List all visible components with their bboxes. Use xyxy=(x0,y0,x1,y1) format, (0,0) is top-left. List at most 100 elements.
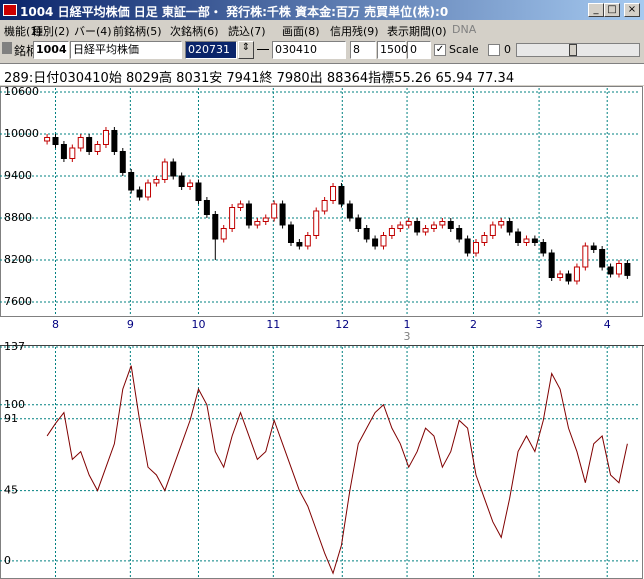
candle-body xyxy=(279,203,286,226)
candle-body xyxy=(220,227,227,240)
x-tick-label: 8 xyxy=(52,318,59,331)
candle-body xyxy=(111,129,118,152)
date-spinner[interactable]: ⇕ xyxy=(238,41,254,59)
minimize-button[interactable]: _ xyxy=(588,3,604,17)
candle-body xyxy=(363,227,370,240)
candle-body xyxy=(422,227,429,233)
to-date-input[interactable]: 030410 xyxy=(272,41,346,59)
candle-body xyxy=(44,136,51,142)
from-date-input[interactable]: 020731 xyxy=(185,41,237,59)
candle-body xyxy=(548,252,555,278)
candle-body xyxy=(346,203,353,219)
slider[interactable] xyxy=(516,43,640,57)
candle-body xyxy=(481,234,488,243)
panel-background xyxy=(0,86,644,579)
candle-body xyxy=(86,136,93,152)
menu-item[interactable]: 種別(2) xyxy=(32,25,70,38)
candle-body xyxy=(506,220,513,233)
x-tick-label: 12 xyxy=(335,318,349,331)
window-title: 1004 日経平均株価 日足 東証一部・ 発行株:千株 資本金:百万 売買単位(… xyxy=(20,5,449,19)
menu-item[interactable]: 前銘柄(5) xyxy=(113,25,162,38)
candle-body xyxy=(388,227,395,236)
candle-body xyxy=(624,262,631,276)
candle-body xyxy=(489,224,496,236)
info-text: 289:日付030410始 8029高 8031安 7941終 7980出 88… xyxy=(4,71,515,86)
code-input[interactable]: 1004 xyxy=(33,41,69,59)
candle-body xyxy=(187,182,194,187)
menu-item[interactable]: 画面(8) xyxy=(282,25,320,38)
y-tick-label: 8200 xyxy=(4,253,32,266)
candle-body xyxy=(405,220,412,226)
menu-item[interactable]: DNA xyxy=(452,23,477,36)
menu-item[interactable]: 表示期間(0) xyxy=(387,25,447,38)
x-tick-label: 10 xyxy=(191,318,205,331)
menu-item[interactable]: 読込(7) xyxy=(228,25,266,38)
slider-thumb[interactable] xyxy=(569,44,577,56)
candle-body xyxy=(203,199,210,215)
x-tick-label: 4 xyxy=(604,318,611,331)
candle-body xyxy=(338,185,345,205)
scale-label: Scale xyxy=(449,43,479,56)
y-tick-label: 10600 xyxy=(4,86,39,98)
field-2[interactable]: 1500 xyxy=(377,41,408,59)
toolbar-icon xyxy=(2,42,12,54)
candle-body xyxy=(229,206,236,229)
candle-body xyxy=(615,262,622,275)
candle-body xyxy=(153,178,160,184)
menu-item[interactable]: 機能(1) xyxy=(4,25,42,38)
candle-body xyxy=(330,185,337,201)
menu-item[interactable]: 次銘柄(6) xyxy=(170,25,219,38)
y-tick-label: 91 xyxy=(4,412,18,425)
candle-body xyxy=(170,161,177,177)
candle-body xyxy=(212,213,219,240)
menu-item[interactable]: 信用残(9) xyxy=(330,25,379,38)
candle-body xyxy=(590,245,597,250)
candle-body xyxy=(161,161,168,180)
candle-body xyxy=(271,203,278,219)
candle-body xyxy=(515,231,522,243)
candle-body xyxy=(52,136,59,145)
candle-body xyxy=(69,147,76,159)
candle-body xyxy=(355,217,362,229)
panel-frame xyxy=(0,86,643,317)
candle-body xyxy=(607,266,614,275)
candle-body xyxy=(565,273,572,282)
field-3[interactable]: 0 xyxy=(407,41,431,59)
candle-body xyxy=(599,248,606,268)
close-button[interactable]: × xyxy=(624,3,640,17)
checkbox-2-label: 0 xyxy=(504,43,511,56)
checkbox-2[interactable] xyxy=(488,44,500,56)
candle-body xyxy=(178,175,185,187)
code-label: 銘柄 xyxy=(14,44,39,58)
candle-body xyxy=(287,224,294,243)
maximize-button[interactable]: □ xyxy=(604,3,620,17)
candle-body xyxy=(195,182,202,201)
candle-body xyxy=(60,143,67,159)
candle-body xyxy=(439,220,446,226)
menu-item[interactable]: バー(4) xyxy=(74,25,112,38)
candle-body xyxy=(321,199,328,212)
year-label: 3 xyxy=(404,330,411,343)
candle-body xyxy=(245,203,252,226)
y-tick-label: 7600 xyxy=(4,295,32,308)
candle-body xyxy=(237,203,244,208)
candle-body xyxy=(102,129,109,145)
menu-bar: 機能(1) 種別(2) バー(4) 前銘柄(5) 次銘柄(6) 読込(7) 画面(8) 信用残… xyxy=(0,21,644,38)
candle-body xyxy=(313,210,320,236)
scale-checkbox[interactable]: ✓ xyxy=(434,44,446,56)
indicator-line xyxy=(46,365,628,575)
candle-body xyxy=(296,241,303,247)
candle-body xyxy=(136,189,143,198)
x-tick-label: 2 xyxy=(470,318,477,331)
y-tick-label: 10000 xyxy=(4,127,39,140)
candle-body xyxy=(540,241,547,254)
candle-body xyxy=(372,238,379,247)
y-tick-label: 45 xyxy=(4,484,18,497)
y-tick-label: 0 xyxy=(4,554,11,567)
field-1[interactable]: 8 xyxy=(350,41,376,59)
candle-body xyxy=(128,171,135,191)
name-field: 日経平均株価 xyxy=(70,41,182,59)
candle-body xyxy=(456,227,463,240)
x-tick-label: 11 xyxy=(266,318,280,331)
